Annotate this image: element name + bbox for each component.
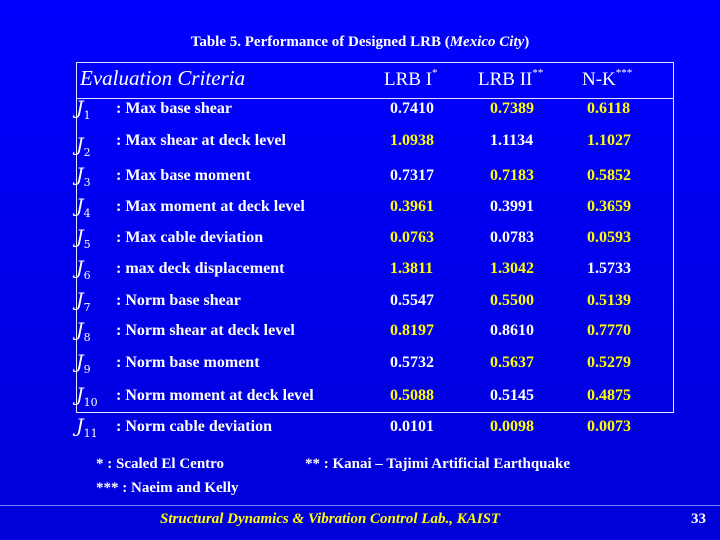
table-cell-value: 0.8610 [490, 322, 534, 339]
table-title: Table 5. Performance of Designed LRB (Me… [190, 34, 530, 50]
table-cell-value: 0.0098 [490, 418, 534, 435]
criterion-symbol: J2 [76, 134, 91, 159]
table-cell-value: 0.3961 [390, 198, 434, 215]
table-cell-value: 0.6118 [587, 100, 631, 117]
table-cell-value: 0.4875 [587, 387, 631, 404]
footer-lab-name: Structural Dynamics & Vibration Control … [160, 511, 501, 527]
criterion-label: : Max base shear [116, 100, 232, 117]
table-row: J5 : Max cable deviation 0.0763 0.0783 0.059… [0, 225, 720, 255]
criterion-label: : Max shear at deck level [116, 132, 286, 149]
table-cell-value: 0.5139 [587, 292, 631, 309]
criterion-symbol: J1 [76, 97, 91, 122]
criterion-symbol: J10 [76, 384, 98, 409]
footer-divider [0, 505, 720, 506]
table-row: J10 : Norm moment at deck level 0.5088 0.51… [0, 383, 720, 413]
header-lrb-2: LRB II** [478, 67, 544, 90]
table-frame [76, 62, 674, 413]
criterion-symbol: J3 [76, 164, 91, 189]
table-cell-value: 0.5145 [490, 387, 534, 404]
table-cell-value: 0.0763 [390, 229, 434, 246]
table-cell-value: 1.1134 [490, 132, 534, 149]
table-cell-value: 0.0101 [390, 418, 434, 435]
table-cell-value: 0.3659 [587, 198, 631, 215]
table-cell-value: 0.5500 [490, 292, 534, 309]
criterion-label: : Max moment at deck level [116, 198, 305, 215]
table-cell-value: 1.5733 [587, 260, 631, 277]
criterion-label: : Norm shear at deck level [116, 322, 295, 339]
criterion-symbol: J5 [76, 226, 91, 251]
table-cell-value: 0.7770 [587, 322, 631, 339]
table-cell-value: 0.3991 [490, 198, 534, 215]
table-cell-value: 0.0593 [587, 229, 631, 246]
criterion-symbol: J8 [76, 319, 91, 344]
header-divider [76, 98, 674, 99]
table-row: J1 : Max base shear 0.7410 0.7389 0.6118 [0, 96, 720, 126]
criterion-symbol: J6 [76, 257, 91, 282]
table-cell-value: 1.3042 [490, 260, 534, 277]
table-cell-value: 0.7389 [490, 100, 534, 117]
header-evaluation-criteria: Evaluation Criteria [80, 66, 246, 90]
criterion-symbol: J11 [76, 415, 98, 440]
table-row: J3 : Max base moment 0.7317 0.7183 0.5852 [0, 163, 720, 193]
table-cell-value: 0.5852 [587, 167, 631, 184]
criterion-label: : Max cable deviation [116, 229, 264, 246]
table-row: J9 : Norm base moment 0.5732 0.5637 0.5279 [0, 350, 720, 380]
table-cell-value: 0.0783 [490, 229, 534, 246]
table-row: J6 : max deck displacement 1.3811 1.3042 1.5… [0, 256, 720, 286]
criterion-symbol: J7 [76, 289, 91, 314]
table-cell-value: 0.5732 [390, 354, 434, 371]
table-cell-value: 0.5637 [490, 354, 534, 371]
table-cell-value: 0.7183 [490, 167, 534, 184]
footnote-kanai-tajimi: ** : Kanai – Tajimi Artificial Earthquak… [305, 456, 571, 472]
table-row: J8 : Norm shear at deck level 0.8197 0.8610… [0, 318, 720, 348]
header-lrb-1: LRB I* [384, 67, 438, 90]
criterion-label: : Norm moment at deck level [116, 387, 314, 404]
table-cell-value: 0.5088 [390, 387, 434, 404]
table-cell-value: 0.8197 [390, 322, 434, 339]
criterion-symbol: J4 [76, 195, 91, 220]
table-row: J11 : Norm cable deviation 0.0101 0.0098 0.0… [0, 414, 720, 444]
criterion-label: : Max base moment [116, 167, 251, 184]
table-row: J7 : Norm base shear 0.5547 0.5500 0.5139 [0, 288, 720, 318]
table-cell-value: 1.0938 [390, 132, 434, 149]
criterion-label: : Norm base moment [116, 354, 260, 371]
criterion-label: : Norm cable deviation [116, 418, 272, 435]
table-cell-value: 0.5547 [390, 292, 434, 309]
page-number: 33 [691, 511, 706, 527]
table-row: J2 : Max shear at deck level 1.0938 1.1134 1… [0, 128, 720, 159]
footnote-scaled-el-centro: * : Scaled El Centro [96, 456, 225, 472]
table-cell-value: 0.0073 [587, 418, 631, 435]
table-cell-value: 1.3811 [390, 260, 434, 277]
header-n-k: N-K*** [582, 67, 633, 90]
criterion-symbol: J9 [76, 351, 91, 376]
footnote-naeim-kelly: *** : Naeim and Kelly [96, 480, 239, 496]
table-row: J4 : Max moment at deck level 0.3961 0.3991… [0, 194, 720, 224]
table-cell-value: 0.7410 [390, 100, 434, 117]
table-cell-value: 1.1027 [587, 132, 631, 149]
criterion-label: : Norm base shear [116, 292, 241, 309]
table-cell-value: 0.5279 [587, 354, 631, 371]
table-cell-value: 0.7317 [390, 167, 434, 184]
criterion-label: : max deck displacement [116, 260, 285, 277]
